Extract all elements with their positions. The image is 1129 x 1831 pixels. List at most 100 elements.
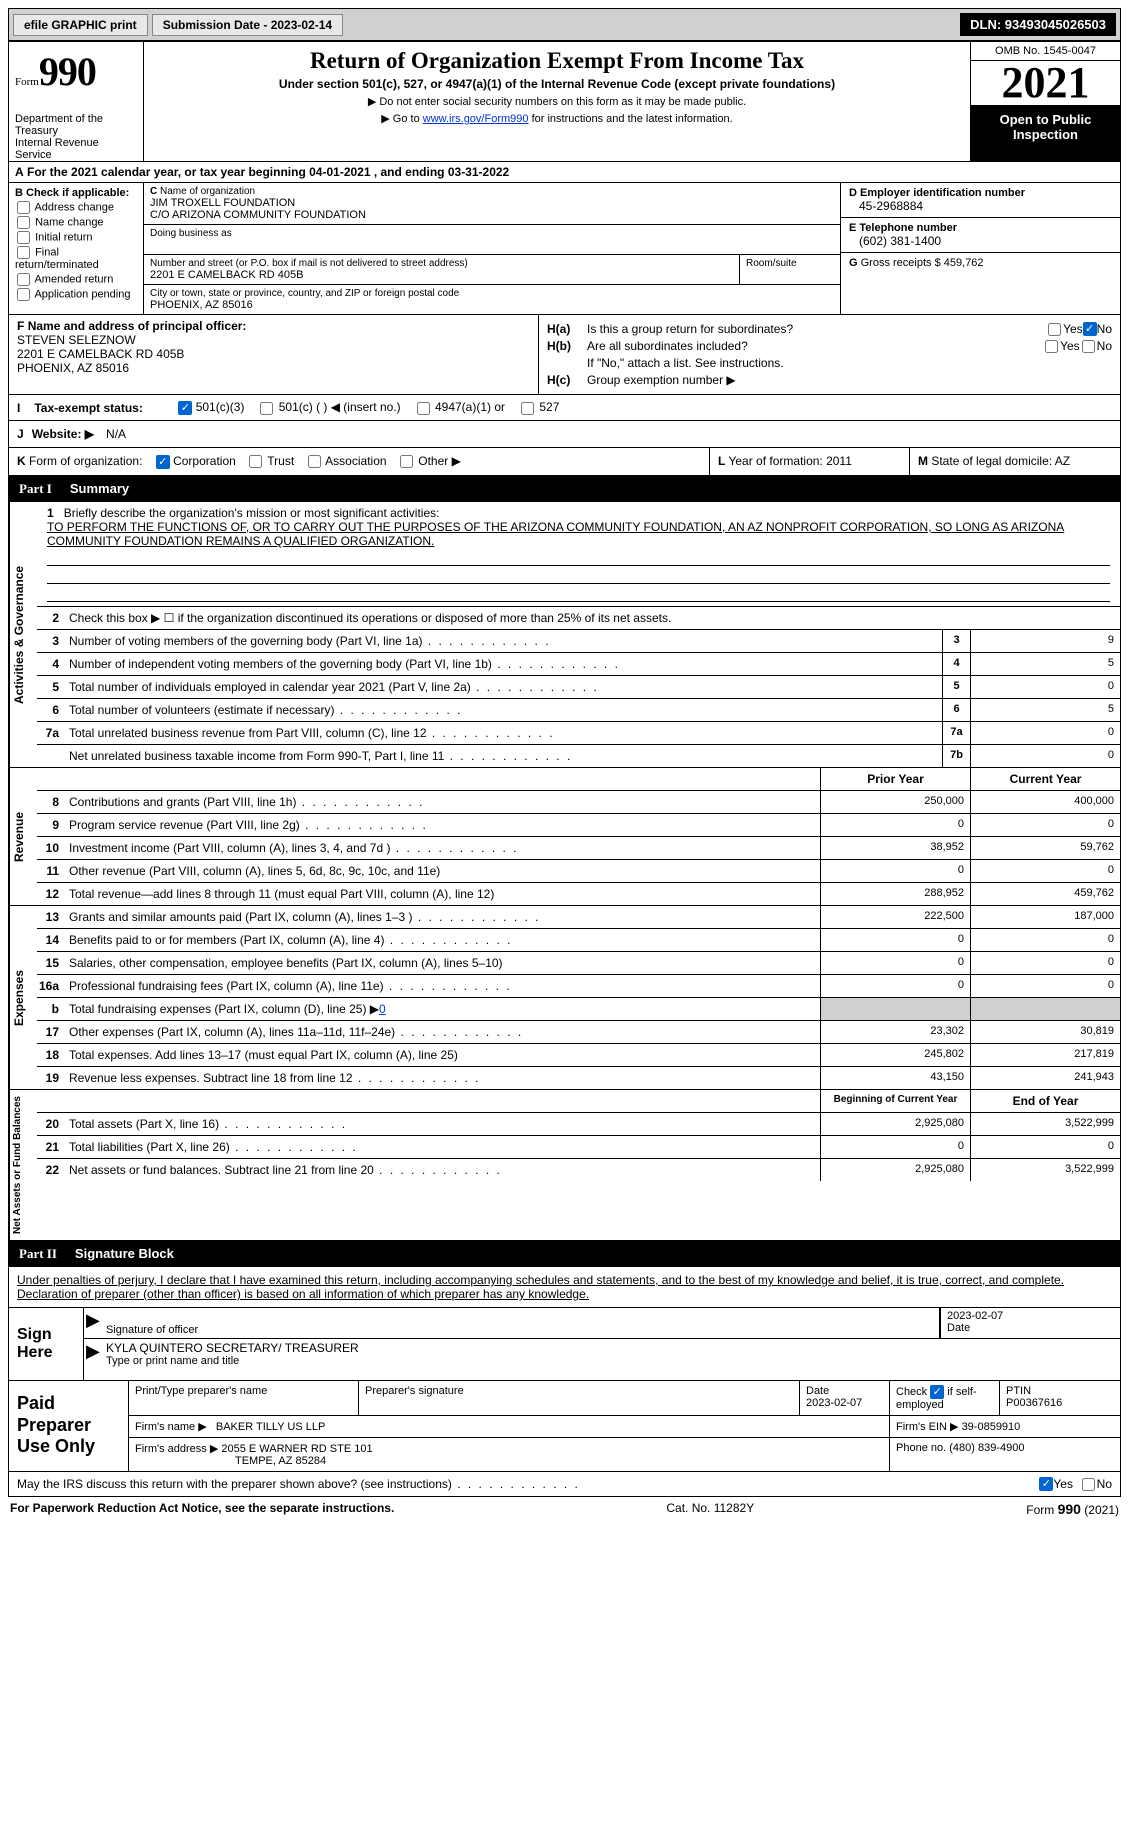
f-hdr: Name and address of principal officer: <box>28 319 247 333</box>
part2-num: Part II <box>19 1246 57 1262</box>
cy14: 0 <box>970 929 1120 951</box>
org-name2: C/O ARIZONA COMMUNITY FOUNDATION <box>150 209 834 221</box>
l18t: Total expenses. Add lines 13–17 (must eq… <box>65 1044 820 1066</box>
firm-ein: 39-0859910 <box>962 1421 1021 1433</box>
l16at: Professional fundraising fees (Part IX, … <box>65 975 820 997</box>
label-f: F <box>17 319 24 333</box>
tax-year: 2021 <box>971 61 1120 106</box>
part1-num: Part I <box>19 481 52 497</box>
addr-hdr: Number and street (or P.O. box if mail i… <box>150 258 733 269</box>
py8: 250,000 <box>820 791 970 813</box>
line2-text: Check this box ▶ ☐ if the organization d… <box>65 607 1120 629</box>
note-link: ▶ Go to www.irs.gov/Form990 for instruct… <box>148 112 966 125</box>
cy15: 0 <box>970 952 1120 974</box>
ha-q: Is this a group return for subordinates? <box>587 322 1046 336</box>
header-left: Form990 Department of the Treasury Inter… <box>9 42 144 161</box>
h-note: If "No," attach a list. See instructions… <box>587 356 1112 370</box>
cb-app-pending[interactable]: Application pending <box>15 288 137 301</box>
hb-q: Are all subordinates included? <box>587 339 1043 353</box>
sig-date-label: Date <box>947 1322 1114 1334</box>
py17: 23,302 <box>820 1021 970 1043</box>
ein-hdr: Employer identification number <box>860 187 1025 199</box>
firm-addr-label: Firm's address ▶ <box>135 1443 218 1455</box>
firm-name: BAKER TILLY US LLP <box>216 1421 325 1433</box>
expenses-block: Expenses 13Grants and similar amounts pa… <box>8 906 1121 1090</box>
footer-rnum: 990 <box>1058 1501 1081 1517</box>
cb-501c[interactable] <box>260 402 273 415</box>
signer-name-label: Type or print name and title <box>106 1355 1114 1367</box>
hdr-current: Current Year <box>970 768 1120 790</box>
label-k: K <box>17 454 26 468</box>
ptin-value: P00367616 <box>1006 1397 1062 1409</box>
phone-label: Phone no. <box>896 1442 946 1454</box>
py18: 245,802 <box>820 1044 970 1066</box>
check-yes-icon: ✓ <box>1039 1477 1053 1491</box>
phone-value: (480) 839-4900 <box>949 1442 1024 1454</box>
val-l7b: 0 <box>970 745 1120 767</box>
py20: 2,925,080 <box>820 1113 970 1135</box>
ha-yes[interactable] <box>1048 323 1061 336</box>
cy18: 217,819 <box>970 1044 1120 1066</box>
col-f: F Name and address of principal officer:… <box>9 315 539 394</box>
footer-left: For Paperwork Reduction Act Notice, see … <box>10 1501 394 1517</box>
cb-trust[interactable] <box>249 455 262 468</box>
cb-other[interactable] <box>400 455 413 468</box>
prep-label: Paid Preparer Use Only <box>9 1381 129 1471</box>
cb-final-return[interactable]: Final return/terminated <box>15 246 137 271</box>
cy13: 187,000 <box>970 906 1120 928</box>
header-right: OMB No. 1545-0047 2021 Open to Public In… <box>970 42 1120 161</box>
arrow-icon: ▶ <box>84 1339 100 1369</box>
py15: 0 <box>820 952 970 974</box>
k-o2: Trust <box>267 454 294 468</box>
py13: 222,500 <box>820 906 970 928</box>
cb-initial-return[interactable]: Initial return <box>15 231 137 244</box>
cb-4947[interactable] <box>417 402 430 415</box>
check-icon: ✓ <box>1083 322 1097 336</box>
yes3: Yes <box>1053 1477 1073 1491</box>
cb-527[interactable] <box>521 402 534 415</box>
efile-print-button[interactable]: efile GRAPHIC print <box>13 14 148 36</box>
note2-post: for instructions and the latest informat… <box>529 113 733 125</box>
prep-h2: Preparer's signature <box>359 1381 800 1415</box>
tel-hdr: Telephone number <box>859 222 957 234</box>
label-i: I <box>17 401 20 415</box>
year-formation: Year of formation: 2011 <box>728 454 851 468</box>
cy16a: 0 <box>970 975 1120 997</box>
gross-value: 459,762 <box>944 257 984 269</box>
signer-name: KYLA QUINTERO SECRETARY/ TREASURER <box>106 1341 1114 1355</box>
py19: 43,150 <box>820 1067 970 1089</box>
yes2: Yes <box>1060 339 1080 353</box>
netassets-block: Net Assets or Fund Balances Beginning of… <box>8 1090 1121 1241</box>
org-addr: 2201 E CAMELBACK RD 405B <box>150 269 733 281</box>
row-a: A For the 2021 calendar year, or tax yea… <box>8 162 1121 183</box>
irs-link[interactable]: www.irs.gov/Form990 <box>423 113 529 125</box>
submission-date-button[interactable]: Submission Date - 2023-02-14 <box>152 14 343 36</box>
cy20: 3,522,999 <box>970 1113 1120 1135</box>
org-city: PHOENIX, AZ 85016 <box>150 299 834 311</box>
hb-no[interactable] <box>1082 340 1095 353</box>
state-domicile: State of legal domicile: AZ <box>931 454 1070 468</box>
form-num: 990 <box>39 49 96 94</box>
cb-assoc[interactable] <box>308 455 321 468</box>
l9t: Program service revenue (Part VIII, line… <box>65 814 820 836</box>
hb-yes[interactable] <box>1045 340 1058 353</box>
room-hdr: Room/suite <box>746 258 797 269</box>
line6-text: Total number of volunteers (estimate if … <box>65 699 942 721</box>
l13t: Grants and similar amounts paid (Part IX… <box>65 906 820 928</box>
row-k: K Form of organization: ✓ Corporation Tr… <box>8 448 1121 476</box>
cy22: 3,522,999 <box>970 1159 1120 1181</box>
py21: 0 <box>820 1136 970 1158</box>
page-footer: For Paperwork Reduction Act Notice, see … <box>8 1497 1121 1521</box>
cb-amended[interactable]: Amended return <box>15 273 137 286</box>
cb-address-change[interactable]: Address change <box>15 201 137 214</box>
cb-discuss-no[interactable] <box>1082 1478 1095 1491</box>
arrow-icon: ▶ <box>84 1308 100 1338</box>
dept-treasury: Department of the Treasury <box>15 113 137 137</box>
l12t: Total revenue—add lines 8 through 11 (mu… <box>65 883 820 905</box>
cy21: 0 <box>970 1136 1120 1158</box>
sig-intro: Under penalties of perjury, I declare th… <box>8 1267 1121 1308</box>
line3-text: Number of voting members of the governin… <box>65 630 942 652</box>
cb-name-change[interactable]: Name change <box>15 216 137 229</box>
label-hc: H(c) <box>547 373 587 387</box>
firm-addr2: TEMPE, AZ 85284 <box>235 1455 326 1467</box>
